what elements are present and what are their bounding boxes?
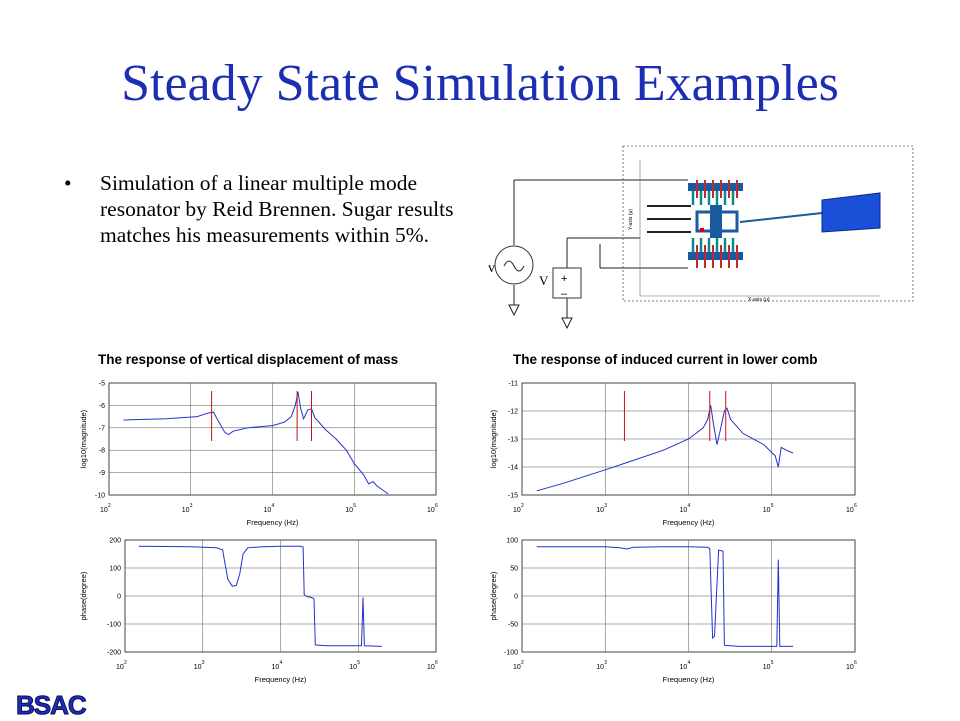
x-tick-label: 10 [680,507,688,514]
y-tick-label: 200 [109,538,121,545]
slide-title: Steady State Simulation Examples [121,55,839,112]
x-tick-exponent: 3 [190,503,193,509]
y-tick-label: -100 [504,650,518,657]
x-tick-exponent: 4 [688,660,691,666]
y-axis-label: phase(degree) [79,571,88,620]
x-tick-label: 10 [427,664,435,671]
y-tick-label: 100 [506,538,518,545]
y-tick-label: 0 [514,594,518,601]
x-tick-exponent: 3 [604,660,607,666]
x-tick-label: 10 [194,664,202,671]
x-tick-exponent: 5 [771,660,774,666]
y-tick-label: -5 [99,381,105,388]
x-axis-label: Frequency (Hz) [255,675,307,684]
x-tick-exponent: 2 [108,503,111,509]
x-tick-exponent: 2 [521,660,524,666]
x-tick-exponent: 3 [604,503,607,509]
bsac-logo: BSAC [16,690,88,721]
x-tick-exponent: 5 [353,503,356,509]
y-tick-label: -14 [508,465,518,472]
x-tick-label: 10 [349,664,357,671]
x-tick-label: 10 [182,507,190,514]
y-tick-label: -50 [508,622,518,629]
x-tick-exponent: 5 [771,503,774,509]
y-tick-label: -8 [99,448,105,455]
x-axis-label: Frequency (Hz) [247,518,299,527]
x-tick-exponent: 2 [124,660,127,666]
y-axis-label: log10(magnitude) [489,409,498,468]
x-tick-label: 10 [763,664,771,671]
y-tick-label: -9 [99,470,105,477]
x-tick-label: 10 [345,507,353,514]
x-tick-exponent: 3 [202,660,205,666]
x-tick-label: 10 [680,664,688,671]
x-tick-exponent: 6 [854,660,857,666]
series-line [138,545,382,647]
x-tick-exponent: 4 [280,660,283,666]
y-tick-label: -12 [508,409,518,416]
y-tick-label: 50 [510,566,518,573]
y-tick-label: -200 [107,650,121,657]
bullet-marker: • [64,171,72,195]
x-tick-label: 10 [513,507,521,514]
x-tick-exponent: 6 [435,503,438,509]
x-tick-label: 10 [116,664,124,671]
bullet-text: Simulation of a linear multiple mode res… [100,171,454,247]
x-tick-label: 10 [264,507,272,514]
y-tick-label: 100 [109,566,121,573]
x-tick-exponent: 6 [854,503,857,509]
series-line [536,546,793,647]
y-tick-label: -100 [107,622,121,629]
x-tick-label: 10 [272,664,280,671]
x-tick-exponent: 6 [435,660,438,666]
x-tick-label: 10 [427,507,435,514]
x-axis-label: Frequency (Hz) [663,675,715,684]
y-tick-label: -7 [99,425,105,432]
y-tick-label: -15 [508,493,518,500]
y-tick-label: 0 [117,594,121,601]
left-chart-title: The response of vertical displacement of… [98,352,399,367]
y-tick-label: -13 [508,437,518,444]
x-tick-label: 10 [100,507,108,514]
x-tick-label: 10 [596,664,604,671]
y-axis-label: phase(degree) [489,571,498,620]
y-axis-label: log10(magnitude) [79,409,88,468]
x-tick-label: 10 [846,507,854,514]
x-tick-exponent: 4 [688,503,691,509]
x-tick-label: 10 [846,664,854,671]
x-tick-exponent: 4 [272,503,275,509]
x-tick-label: 10 [596,507,604,514]
right-chart-title: The response of induced current in lower… [513,352,818,367]
x-axis-label: Frequency (Hz) [663,518,715,527]
y-tick-label: -10 [95,493,105,500]
series-line [536,405,794,492]
x-tick-label: 10 [513,664,521,671]
x-tick-label: 10 [763,507,771,514]
y-tick-label: -6 [99,403,105,410]
x-tick-exponent: 5 [357,660,360,666]
y-tick-label: -11 [508,381,518,388]
series-line [123,391,389,495]
x-tick-exponent: 2 [521,503,524,509]
